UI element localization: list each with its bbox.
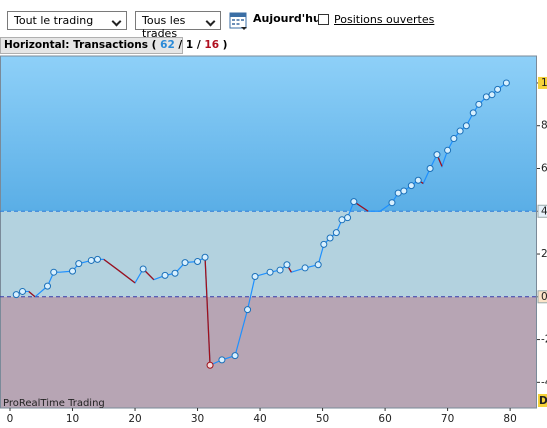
punct: / [196,39,201,51]
trade-marker [94,255,102,263]
trade-marker [320,240,328,248]
y-tick-label: 2 [541,248,547,260]
punct: ) [222,39,228,51]
trade-marker [161,271,169,279]
x-tick-label: 0 [7,413,14,425]
trade-marker [194,258,202,266]
date-label[interactable]: Aujourd'hui [253,12,325,25]
x-tick-label: 70 [441,413,454,425]
trade-marker [400,187,408,195]
x-tick-label: 10 [66,413,79,425]
trade-marker [218,356,226,364]
zone-lower [0,296,537,408]
loss-segment [117,269,136,284]
trade-marker [469,109,477,117]
loss-segment [204,257,211,366]
trade-marker [244,306,252,314]
punct: / [178,39,183,51]
trade-marker [181,259,189,267]
trade-marker [456,127,464,135]
trade-marker [444,146,452,154]
y-tick-label: 8 [541,120,547,132]
trade-marker [87,256,95,264]
trade-marker [332,229,340,237]
x-tick-label: 20 [128,413,141,425]
y-tick-label: -4 [541,376,547,388]
trade-marker [283,261,291,269]
x-tick-label: 80 [503,413,516,425]
trade-marker [69,267,77,275]
trade-marker [19,287,27,295]
loss-segment [103,258,119,271]
period-select[interactable]: Tout le trading [7,11,127,30]
trade-marker [171,269,179,277]
trade-marker [326,234,334,242]
trade-marker [44,282,52,290]
trade-marker [12,291,20,299]
trade-marker [75,260,83,268]
open-positions-label[interactable]: Positions ouvertes [334,13,435,26]
trade-marker [350,198,358,206]
trade-marker [414,176,422,184]
trade-marker [231,352,239,360]
trade-marker [450,135,458,143]
trade-marker [407,182,415,190]
y-tick-label: 10 [541,77,547,89]
y-tick-box [537,290,547,304]
checkbox[interactable] [318,14,329,25]
trade-marker [251,272,259,280]
trade-marker [314,261,322,269]
punct: ( [151,39,157,51]
trade-marker [488,91,496,99]
trade-marker [494,85,502,93]
trade-marker [475,100,483,108]
x-tick-label: 50 [316,413,329,425]
watermark: ProRealTime Trading [3,398,105,409]
trade-marker [462,122,470,130]
corner-label: D [539,395,547,407]
plot-border [0,55,537,409]
trade-marker [482,93,490,101]
zone-upper [0,56,537,212]
trade-marker [338,216,346,224]
trade-marker [266,268,274,276]
y-tick-label: 6 [541,162,547,174]
x-tick-label: 30 [191,413,204,425]
calendar-icon[interactable] [228,10,250,32]
trade-marker [388,199,396,207]
y-tick-label: 0 [541,291,547,303]
trade-marker [139,265,147,273]
panel-title: Horizontal: Transactions [4,39,149,51]
trade-marker [433,151,441,159]
trade-marker [301,264,309,272]
trade-marker [426,164,434,172]
count-even: 1 [185,39,194,51]
trade-marker [394,189,402,197]
y-tick-box [537,204,547,218]
x-tick-label: 60 [378,413,391,425]
trade-marker [50,268,58,276]
panel-header: Horizontal: Transactions ( 62 / 1 / 16 ) [0,37,227,54]
trades-select[interactable]: Tous les trades [135,11,221,40]
y-tick-box [538,76,547,89]
corner-box [538,394,547,407]
trade-marker [276,266,284,274]
trade-marker [502,79,510,87]
loss-segment [28,290,36,298]
count-win: 62 [160,39,175,51]
y-tick-label: -2 [541,334,547,346]
x-tick-label: 40 [253,413,266,425]
trade-marker [344,214,352,222]
trade-marker [206,361,214,369]
y-tick-label: 4 [541,205,547,217]
zone-middle [0,211,537,297]
trade-marker [201,253,209,261]
count-loss: 16 [204,39,220,51]
